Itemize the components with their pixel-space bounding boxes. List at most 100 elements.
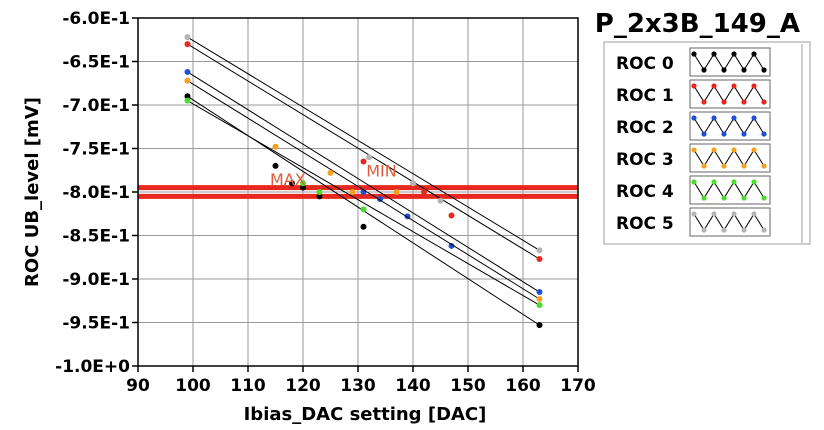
legend-marker-roc-1	[691, 83, 697, 89]
series-line-roc-3	[187, 80, 540, 300]
series-layer	[184, 34, 543, 329]
data-point-roc-0	[536, 322, 543, 329]
y-axis-ticks: -6.0E-1 -6.5E-1 -7.0E-1 -7.5E-1 -8.0E-1 -8.5E…	[55, 9, 138, 377]
legend-marker-roc-1	[711, 83, 717, 89]
data-point-roc-4	[300, 180, 306, 187]
legend-swatch-roc-4	[689, 175, 771, 205]
annotations: MAX MIN	[270, 161, 397, 189]
legend-label-roc-3: ROC 3	[616, 150, 674, 170]
legend-marker-roc-4	[711, 179, 717, 185]
legend-marker-roc-3	[701, 163, 707, 169]
y-tick-label: -9.0E-1	[62, 270, 130, 290]
data-point-roc-4	[360, 206, 367, 213]
data-point-roc-0	[289, 180, 295, 187]
legend-marker-roc-5	[731, 211, 737, 217]
data-point-roc-5	[410, 180, 416, 187]
data-point-roc-2	[536, 289, 543, 296]
data-point-roc-3	[349, 189, 356, 195]
data-point-roc-5	[366, 154, 372, 161]
legend-marker-roc-2	[721, 131, 727, 137]
y-tick-label: -1.0E+0	[55, 357, 130, 377]
x-axis-ticks: 90 100 110 120 130 140 150 160 170	[126, 366, 596, 396]
legend-marker-roc-2	[751, 115, 757, 121]
x-tick-label: 90	[126, 376, 150, 396]
series-line-roc-2	[187, 71, 540, 293]
legend-label-roc-4: ROC 4	[616, 182, 674, 202]
x-tick-label: 120	[285, 376, 321, 396]
legend-marker-roc-1	[701, 99, 707, 105]
data-point-roc-1	[536, 255, 543, 262]
x-axis-label: Ibias_DAC setting [DAC]	[244, 404, 487, 425]
series-line-roc-1	[187, 43, 540, 260]
data-point-roc-4	[536, 302, 543, 309]
data-point-roc-3	[536, 296, 543, 303]
legend-marker-roc-1	[741, 99, 747, 105]
legend-marker-roc-5	[701, 227, 707, 233]
legend-swatch-roc-3	[689, 143, 771, 173]
y-tick-label: -6.5E-1	[62, 53, 130, 73]
data-point-roc-1	[360, 158, 367, 165]
legend-marker-roc-2	[731, 115, 737, 121]
legend-marker-roc-3	[761, 163, 767, 169]
limit-lines	[138, 185, 578, 199]
legend-marker-roc-1	[721, 99, 727, 105]
legend-marker-roc-1	[761, 99, 767, 105]
legend-marker-roc-4	[741, 195, 747, 201]
legend-marker-roc-5	[711, 211, 717, 217]
legend-label-roc-2: ROC 2	[616, 118, 674, 138]
legend-marker-roc-4	[721, 195, 727, 201]
legend-swatch-roc-0	[689, 47, 771, 77]
legend-label-roc-1: ROC 1	[616, 86, 674, 106]
data-point-roc-3	[184, 77, 191, 84]
legend-marker-roc-5	[751, 211, 757, 217]
legend-marker-roc-0	[691, 51, 697, 57]
legend-marker-roc-2	[711, 115, 717, 121]
x-tick-label: 170	[560, 376, 596, 396]
legend-zigzag-roc-2	[693, 117, 765, 135]
annotation-max: MAX	[270, 170, 306, 189]
legend-marker-roc-3	[691, 147, 697, 153]
legend-marker-roc-4	[731, 179, 737, 185]
legend-marker-roc-0	[721, 67, 727, 73]
legend: ROC 0 ROC 1 ROC 2 ROC 3 ROC 4 ROC 5	[603, 41, 811, 245]
legend-marker-roc-0	[731, 51, 737, 57]
data-point-roc-0	[272, 162, 279, 169]
legend-marker-roc-0	[701, 67, 707, 73]
y-tick-label: -7.5E-1	[62, 140, 130, 160]
x-tick-label: 100	[175, 376, 211, 396]
legend-zigzag-roc-4	[693, 181, 765, 199]
data-point-roc-3	[327, 169, 334, 176]
annotation-min: MIN	[366, 161, 397, 180]
legend-marker-roc-1	[731, 83, 737, 89]
legend-marker-roc-0	[711, 51, 717, 57]
legend-marker-roc-5	[721, 227, 727, 233]
legend-marker-roc-5	[761, 227, 767, 233]
data-point-roc-5	[437, 197, 444, 204]
legend-marker-roc-5	[691, 211, 697, 217]
data-point-roc-5	[536, 247, 543, 254]
legend-marker-roc-3	[721, 163, 727, 169]
legend-marker-roc-1	[751, 83, 757, 89]
legend-marker-roc-3	[711, 147, 717, 153]
legend-marker-roc-0	[751, 51, 757, 57]
data-point-roc-5	[184, 34, 191, 41]
data-point-roc-1	[448, 212, 455, 219]
data-point-roc-3	[393, 189, 400, 195]
y-tick-label: -9.5E-1	[62, 314, 130, 334]
x-tick-label: 160	[505, 376, 541, 396]
data-point-roc-0	[316, 193, 323, 200]
legend-marker-roc-2	[761, 131, 767, 137]
series-line-roc-4	[187, 100, 540, 306]
data-point-roc-2	[448, 242, 455, 249]
x-tick-label: 110	[230, 376, 266, 396]
legend-marker-roc-0	[741, 67, 747, 73]
legend-marker-roc-4	[761, 195, 767, 201]
legend-marker-roc-2	[691, 115, 697, 121]
legend-marker-roc-0	[761, 67, 767, 73]
data-point-roc-1	[184, 41, 191, 48]
series-line-roc-5	[187, 36, 540, 251]
grid	[138, 18, 578, 366]
legend-swatch-roc-5	[689, 207, 771, 237]
